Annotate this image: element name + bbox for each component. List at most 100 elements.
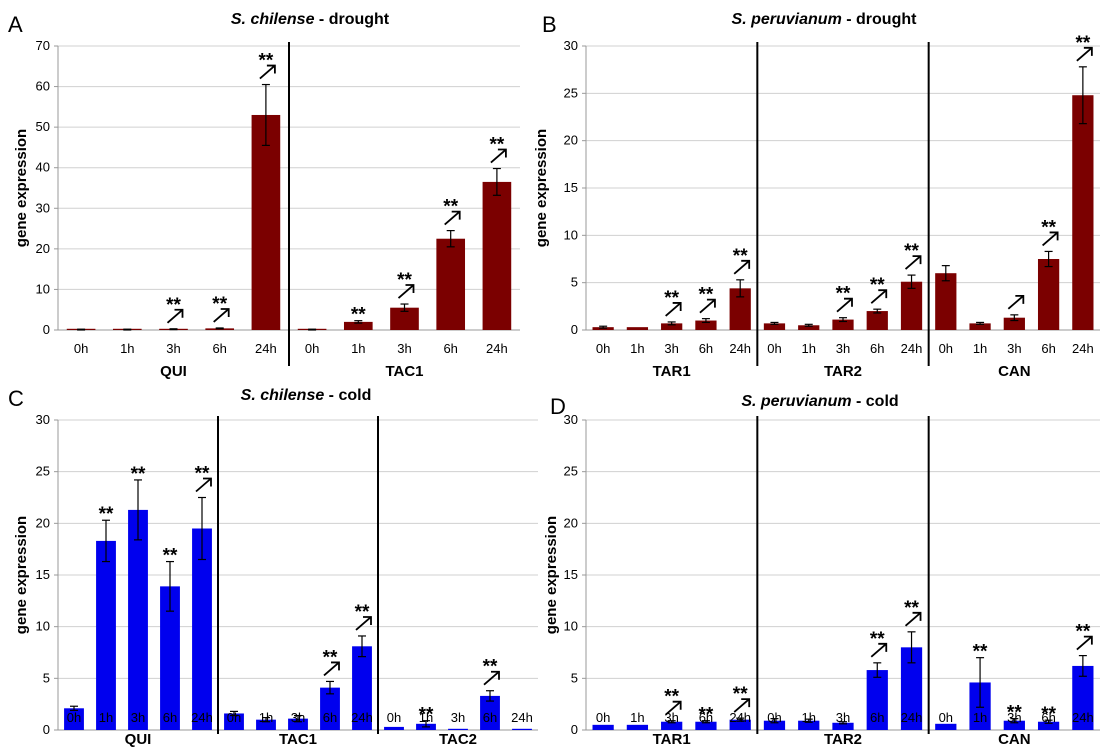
bar <box>1072 95 1094 330</box>
panel-letter: B <box>542 12 557 37</box>
chart-title-condition: - drought <box>314 11 389 28</box>
up-arrow-icon <box>733 698 750 713</box>
up-arrow-icon <box>397 284 415 299</box>
up-arrow-icon <box>1076 635 1093 651</box>
x-tick-label: 6h <box>443 341 457 356</box>
x-tick-label: 6h <box>163 710 177 725</box>
bar <box>900 647 923 730</box>
bar <box>935 273 957 330</box>
x-tick-label: 3h <box>836 710 850 725</box>
up-arrow-icon <box>836 298 853 313</box>
y-axis-label: gene expression <box>13 129 30 247</box>
x-tick-label: 6h <box>1041 710 1055 725</box>
y-tick-label: 60 <box>36 79 50 94</box>
y-tick-label: 0 <box>43 722 50 737</box>
y-tick-label: 5 <box>571 275 578 290</box>
up-arrow-head-icon <box>405 284 415 294</box>
up-arrow-head-icon <box>672 700 682 710</box>
significance-label: ** <box>1041 704 1056 725</box>
y-tick-label: 0 <box>571 322 578 337</box>
y-tick-label: 20 <box>36 515 50 530</box>
y-tick-label: 0 <box>571 722 578 737</box>
x-tick-label: 6h <box>212 341 226 356</box>
group-label: TAC1 <box>279 731 317 747</box>
bar <box>64 708 84 730</box>
chart-title: S. chilense - cold <box>241 387 372 404</box>
x-tick-label: 1h <box>801 341 815 356</box>
bar <box>436 238 466 330</box>
x-tick-label: 3h <box>836 341 850 356</box>
bar <box>320 687 340 730</box>
significance-label: ** <box>195 464 210 485</box>
x-tick-label: 1h <box>120 341 134 356</box>
y-tick-label: 20 <box>36 241 50 256</box>
chart-title-species: S. peruvianum <box>741 393 851 410</box>
up-arrow-head-icon <box>1083 635 1093 645</box>
up-arrow-icon <box>665 701 682 716</box>
group-label: TAC1 <box>385 363 423 380</box>
up-arrow-head-icon <box>741 259 751 269</box>
y-tick-label: 30 <box>36 412 50 427</box>
bar <box>592 724 614 730</box>
chart-title: S. peruvianum - cold <box>741 393 898 410</box>
up-arrow-icon <box>870 289 887 304</box>
significance-label: ** <box>355 602 370 623</box>
up-arrow-head-icon <box>203 477 212 487</box>
up-arrow-icon <box>1076 47 1093 62</box>
up-arrow-head-icon <box>174 308 184 318</box>
y-tick-label: 10 <box>36 281 50 296</box>
bar <box>695 721 717 730</box>
bar <box>512 728 532 730</box>
x-tick-label: 6h <box>1041 341 1055 356</box>
significance-label: ** <box>259 51 274 72</box>
significance-label: ** <box>1041 217 1056 238</box>
up-arrow-icon <box>483 671 500 686</box>
chart-title: S. peruvianum - drought <box>732 11 918 28</box>
x-tick-label: 0h <box>767 341 781 356</box>
bar <box>384 726 404 730</box>
significance-label: ** <box>870 275 885 296</box>
y-tick-label: 20 <box>564 133 578 148</box>
bar <box>969 323 991 330</box>
up-arrow-head-icon <box>451 210 461 220</box>
up-arrow-icon <box>1007 295 1024 310</box>
significance-label: ** <box>973 642 988 663</box>
bar <box>256 719 276 730</box>
chart-title-species: S. peruvianum <box>732 11 842 28</box>
x-tick-label: 0h <box>596 341 610 356</box>
significance-label: ** <box>836 284 851 305</box>
y-tick-label: 30 <box>36 200 50 215</box>
x-tick-label: 3h <box>397 341 411 356</box>
x-tick-label: 6h <box>699 710 713 725</box>
y-axis-label: gene expression <box>533 129 550 247</box>
up-arrow-icon <box>870 643 887 658</box>
significance-label: ** <box>397 270 412 291</box>
significance-label: ** <box>131 464 146 485</box>
bar <box>96 540 116 730</box>
group-label: QUI <box>125 731 152 747</box>
x-tick-label: 0h <box>387 710 401 725</box>
x-tick-label: 1h <box>259 710 273 725</box>
bar <box>128 509 148 730</box>
x-tick-label: 0h <box>939 710 953 725</box>
bar <box>343 321 373 330</box>
y-tick-label: 20 <box>564 515 578 530</box>
significance-label: ** <box>166 295 181 316</box>
significance-label: ** <box>1075 622 1090 643</box>
up-arrow-icon <box>699 298 716 314</box>
bar <box>661 323 683 330</box>
x-tick-label: 24h <box>486 341 508 356</box>
x-tick-label: 1h <box>630 341 644 356</box>
y-tick-label: 10 <box>36 619 50 634</box>
up-arrow-icon <box>355 616 372 631</box>
x-tick-label: 6h <box>699 341 713 356</box>
y-tick-label: 25 <box>564 85 578 100</box>
y-tick-label: 15 <box>564 567 578 582</box>
significance-label: ** <box>664 687 679 708</box>
x-tick-label: 6h <box>483 710 497 725</box>
group-label: TAR2 <box>824 731 862 747</box>
significance-label: ** <box>1075 33 1090 54</box>
x-tick-label: 24h <box>1072 341 1094 356</box>
significance-label: ** <box>490 135 505 156</box>
bar <box>695 320 717 330</box>
